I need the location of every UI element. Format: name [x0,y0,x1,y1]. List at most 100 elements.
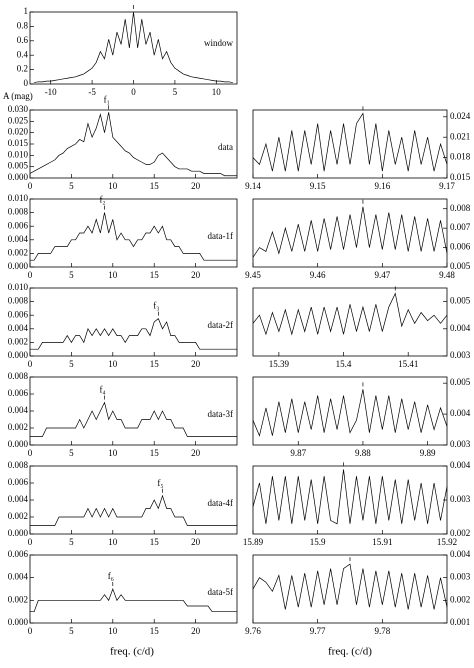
y-tick-label: 0.004 [8,234,29,244]
x-tick-label: 9.45 [245,270,261,280]
spectrum-line [34,11,233,83]
x-tick-label: 0 [28,448,33,458]
y-tick-label: 0.004 [8,494,29,504]
y-tick-label: 0.005 [450,296,471,306]
y-tick-label: 0.000 [8,350,29,360]
y-tick-label: 0 [24,78,29,88]
y-tick-label: 0.006 [450,242,471,252]
x-tick-label: 20 [191,270,201,280]
x-tick-label: 9.87 [290,448,306,458]
y-tick-label: 0.004 [450,549,471,559]
spectrum-line [30,212,237,261]
x-tick-label: 20 [191,626,201,636]
x-tick-label: 0 [28,270,33,280]
y-tick-label: 0.024 [450,111,471,121]
x-tick-label: 10 [212,87,222,97]
y-tick-label: 0.002 [8,511,28,521]
x-axis-label: freq. (c/d) [110,646,154,658]
y-tick-label: 0.000 [8,439,29,449]
panel-label: data-2f [208,320,233,330]
y-tick-label: 0.006 [8,388,29,398]
y-tick-label: 0.007 [450,222,471,232]
panel-label: data-5f [208,587,233,597]
y-tick-label: 0.010 [8,282,29,292]
panel-label: data [218,142,233,152]
plot-frame [29,465,238,535]
x-tick-label: 10 [108,270,118,280]
x-tick-label: 15 [150,448,160,458]
y-tick-label: 0.000 [8,261,29,271]
y-tick-label: 0.008 [8,296,29,306]
y-tick-label: 0.6 [17,35,29,45]
y-tick-label: 0.006 [8,220,29,230]
panel-label: data-4f [208,498,233,508]
plot-frame [29,287,238,357]
y-tick-label: 0.021 [450,131,470,141]
spectrum-line [30,587,237,613]
x-tick-label: 0 [131,87,136,97]
x-tick-label: 0 [28,359,33,369]
plot-frame [252,287,448,357]
plot-frame [252,376,448,446]
peak-annotation: f₂ [99,195,105,205]
x-tick-label: 5 [69,448,74,458]
x-tick-label: 20 [191,359,201,369]
panel-label: data-1f [208,231,233,241]
y-tick-label: 0.006 [8,477,29,487]
y-tick-label: 0.015 [8,138,29,148]
x-axis-label: freq. (c/d) [328,646,372,658]
x-tick-label: 15.39 [269,359,290,369]
x-tick-label: 15.9 [310,537,326,547]
x-tick-label: 5 [69,181,74,191]
spectrum-line [252,206,448,258]
x-tick-label: 9.88 [355,448,371,458]
x-tick-label: 9.76 [245,626,261,636]
peak-annotation: f₄ [99,385,105,395]
x-tick-label: 0 [28,181,33,191]
x-tick-label: 15 [150,181,160,191]
x-tick-label: 9.14 [245,181,261,191]
y-tick-label: 0.004 [450,408,471,418]
plot-frame [29,376,238,446]
y-tick-label: 0.008 [8,207,29,217]
y-tick-label: 0.002 [8,247,28,257]
y-tick-label: 0.004 [8,405,29,415]
y-tick-label: 0.002 [8,594,28,604]
spectrum-line [252,389,448,437]
peak-annotation: f₁ [104,94,110,104]
y-tick-label: 0.015 [450,172,471,182]
y-tick-label: 0.4 [17,49,29,59]
x-tick-label: 15.4 [336,359,352,369]
y-tick-label: 0.003 [450,350,471,360]
y-tick-label: 0.008 [8,460,29,470]
x-tick-label: 15 [150,626,160,636]
y-tick-label: 0.004 [8,572,29,582]
y-tick-label: 0.006 [8,549,29,559]
panel-label: window [204,38,234,48]
plot-frame [252,198,448,268]
y-tick-label: 0.001 [450,617,470,627]
y-tick-label: 0.002 [450,594,470,604]
x-tick-label: 10 [108,448,118,458]
x-tick-label: 9.77 [310,626,326,636]
panel-label: data-3f [208,409,233,419]
x-tick-label: 9.16 [374,181,390,191]
x-tick-label: 15.89 [243,537,264,547]
x-tick-label: 15 [150,537,160,547]
y-tick-label: 0.002 [8,336,28,346]
x-tick-label: 5 [69,537,74,547]
y-tick-label: 0.004 [8,323,29,333]
x-tick-label: 15.91 [372,537,392,547]
x-tick-label: 5 [173,87,178,97]
x-tick-label: 9.46 [310,270,326,280]
y-tick-label: 0.004 [450,460,471,470]
peak-annotation: f₅ [157,478,163,488]
spectrum-line [30,494,237,526]
plot-frame [29,198,238,268]
x-tick-label: 10 [108,181,118,191]
spectrum-line [252,563,448,610]
x-tick-label: 20 [191,181,201,191]
y-tick-label: 0.002 [450,528,470,538]
y-tick-label: 0.8 [17,20,29,30]
